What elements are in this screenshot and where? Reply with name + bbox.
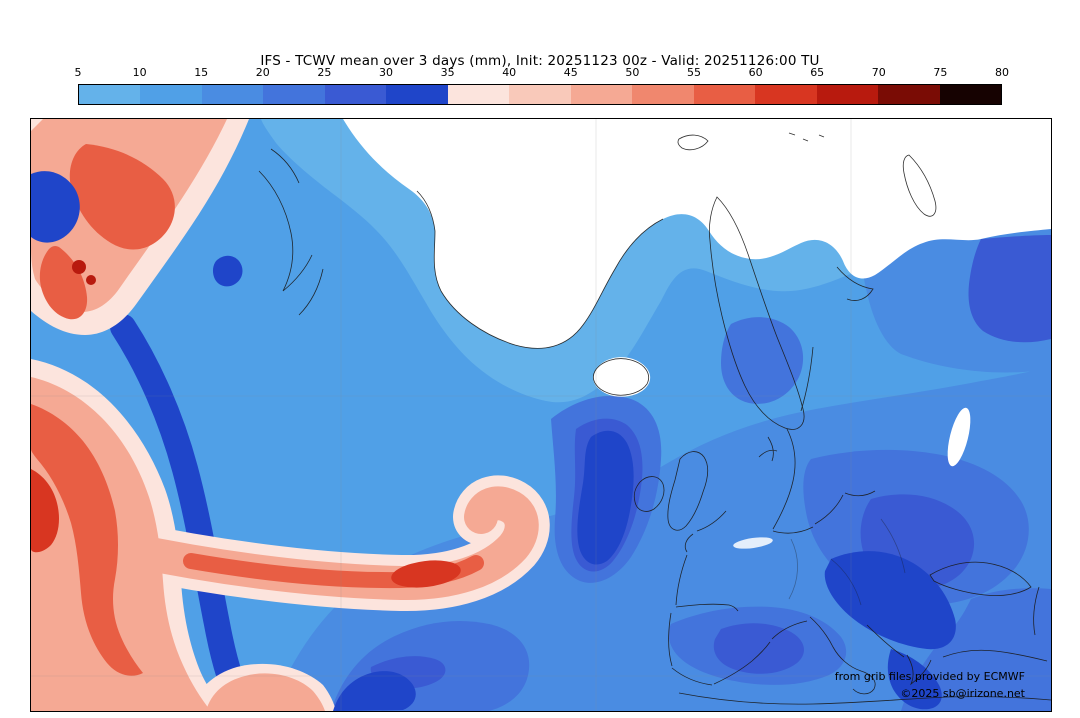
colorbar-tick-20: 20 — [255, 66, 270, 79]
attribution-copyright: ©2025 sb@irizone.net — [900, 687, 1025, 700]
colorbar — [78, 84, 1002, 105]
iceland-white — [593, 357, 651, 397]
colorbar-tick-labels: 5 10 15 20 25 30 35 40 45 50 55 60 65 70 75 80 — [74, 66, 1010, 80]
colorbar-cell-9 — [632, 85, 694, 104]
atlantic-moist-plume — [31, 119, 550, 711]
map-title: IFS - TCWV mean over 3 days (mm), Init: … — [260, 53, 820, 69]
colorbar-cell-12 — [816, 85, 879, 104]
colorbar-cell-5 — [386, 85, 448, 104]
map-canvas: from grib files provided by ECMWF ©2025 … — [30, 118, 1052, 712]
colorbar-cell-8 — [570, 85, 633, 104]
colorbar-cell-13 — [878, 85, 940, 104]
colorbar-tick-5: 5 — [74, 66, 82, 79]
colorbar-tick-45: 45 — [563, 66, 578, 79]
dark-red-speck — [86, 275, 96, 285]
graticule — [31, 119, 1051, 711]
colorbar-tick-15: 15 — [194, 66, 209, 79]
colorbar-cell-14 — [939, 85, 1002, 104]
colorbar-cell-3 — [263, 85, 325, 104]
colorbar-tick-80: 80 — [995, 66, 1009, 79]
attribution-ecmwf: from grib files provided by ECMWF — [834, 670, 1025, 683]
dark-blue-pockets — [31, 171, 416, 711]
colorbar-tick-25: 25 — [317, 66, 332, 79]
colorbar-cell-6 — [447, 85, 510, 104]
colorbar-tick-75: 75 — [933, 66, 948, 79]
dark-red-speck — [72, 260, 86, 274]
colorbar-tick-10: 10 — [132, 66, 147, 79]
colorbar-tick-40: 40 — [502, 66, 517, 79]
colorbar-cell-1 — [140, 85, 202, 104]
colorbar-cell-4 — [324, 85, 387, 104]
colorbar-cell-0 — [79, 85, 141, 104]
colorbar-tick-65: 65 — [810, 66, 825, 79]
alps-dry-sliver — [733, 537, 773, 549]
colorbar-tick-30: 30 — [378, 66, 393, 79]
mountain-dry-sliver — [947, 407, 971, 467]
map-svg — [31, 119, 1051, 711]
dark-blue-bands — [110, 314, 956, 711]
colorbar-tick-35: 35 — [440, 66, 455, 79]
colorbar-tick-60: 60 — [748, 66, 763, 79]
colorbar-cell-2 — [201, 85, 264, 104]
colorbar-cell-11 — [755, 85, 817, 104]
colorbar-cell-7 — [509, 85, 571, 104]
coastlines — [258, 132, 1051, 705]
colorbar-tick-70: 70 — [871, 66, 886, 79]
colorbar-tick-50: 50 — [625, 66, 640, 79]
arctic-white-region — [343, 119, 1051, 549]
colorbar-cell-10 — [693, 85, 756, 104]
colorbar-tick-55: 55 — [686, 66, 701, 79]
